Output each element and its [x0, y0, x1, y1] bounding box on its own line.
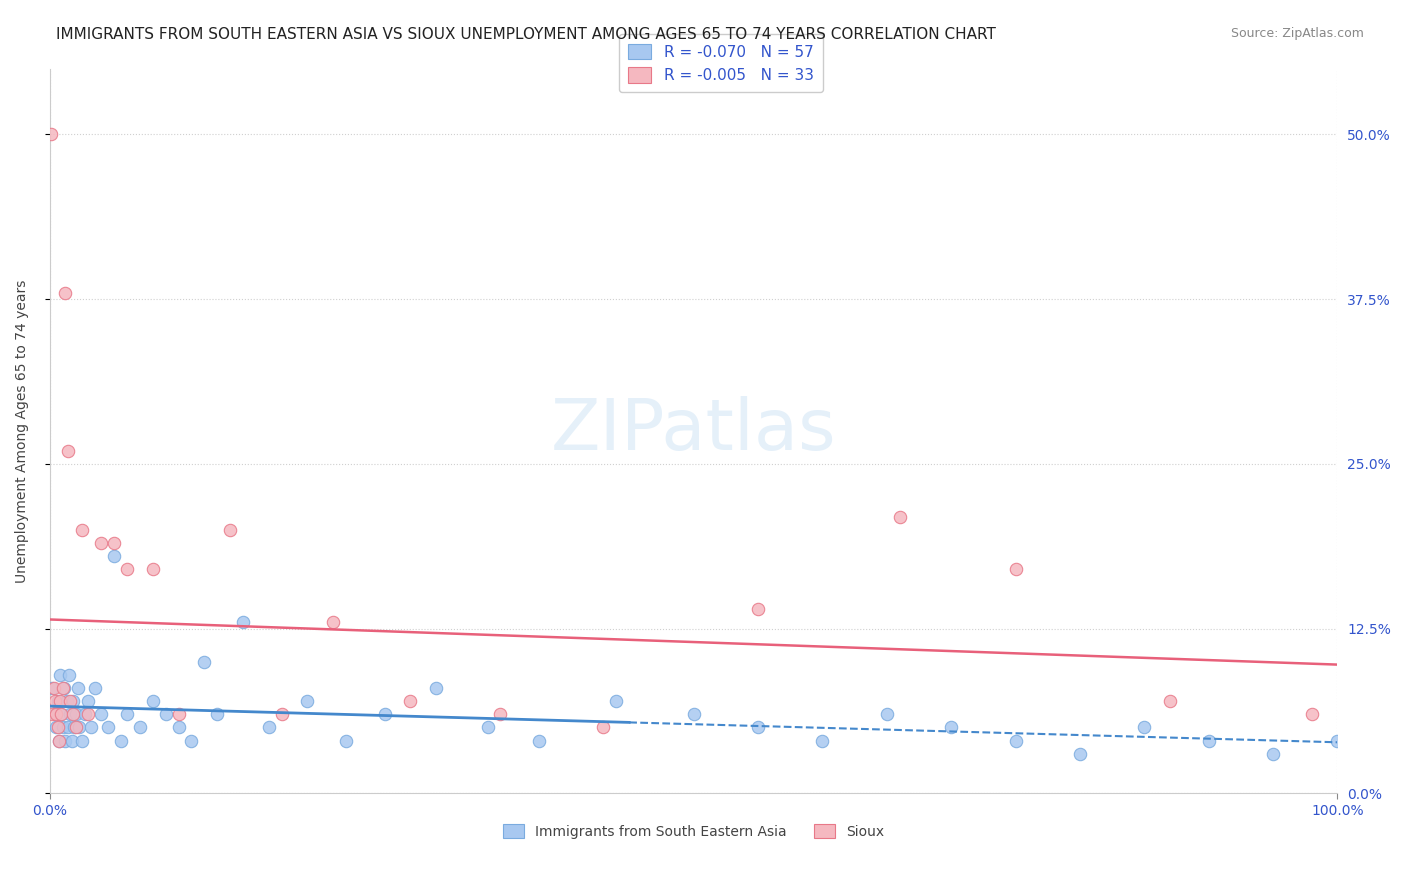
Point [889, 509, 911, 524]
Point [1133, 721, 1156, 735]
Point [374, 707, 396, 722]
Point [489, 707, 512, 722]
Point [42, 681, 65, 695]
Point [1301, 707, 1323, 722]
Point [62, 707, 84, 722]
Point [335, 733, 357, 747]
Point [115, 562, 138, 576]
Point [142, 694, 165, 708]
Point [46, 721, 69, 735]
Point [73, 707, 96, 722]
Point [60, 733, 83, 747]
Point [205, 707, 228, 722]
Point [592, 721, 614, 735]
Point [232, 615, 254, 629]
Point [682, 707, 704, 722]
Text: Source: ZipAtlas.com: Source: ZipAtlas.com [1230, 27, 1364, 40]
Point [41, 707, 63, 722]
Point [129, 721, 152, 735]
Point [70, 523, 93, 537]
Point [45, 707, 67, 722]
Point [44, 707, 66, 722]
Point [48, 733, 70, 747]
Point [811, 733, 834, 747]
Point [70, 733, 93, 747]
Point [110, 733, 132, 747]
Point [1069, 747, 1091, 761]
Point [297, 694, 319, 708]
Point [115, 707, 138, 722]
Point [69, 721, 91, 735]
Point [65, 707, 87, 722]
Point [155, 707, 177, 722]
Point [477, 721, 499, 735]
Point [747, 721, 769, 735]
Text: ZIPatlas: ZIPatlas [551, 396, 837, 466]
Point [59, 694, 82, 708]
Point [39, 128, 62, 142]
Point [56, 721, 79, 735]
Point [257, 721, 280, 735]
Point [67, 681, 90, 695]
Point [77, 694, 100, 708]
Point [41, 681, 63, 695]
Point [1261, 747, 1284, 761]
Point [425, 681, 447, 695]
Point [62, 694, 84, 708]
Point [80, 721, 103, 735]
Point [1004, 733, 1026, 747]
Point [167, 707, 190, 722]
Point [52, 681, 75, 695]
Point [90, 536, 112, 550]
Point [1004, 562, 1026, 576]
Point [63, 721, 86, 735]
Point [1326, 733, 1348, 747]
Point [527, 733, 550, 747]
Point [103, 536, 125, 550]
Point [58, 667, 80, 681]
Point [52, 721, 75, 735]
Point [46, 694, 69, 708]
Point [180, 733, 202, 747]
Point [876, 707, 898, 722]
Point [55, 694, 77, 708]
Point [193, 655, 215, 669]
Point [53, 733, 76, 747]
Point [45, 721, 67, 735]
Point [90, 707, 112, 722]
Point [53, 681, 76, 695]
Text: IMMIGRANTS FROM SOUTH EASTERN ASIA VS SIOUX UNEMPLOYMENT AMONG AGES 65 TO 74 YEA: IMMIGRANTS FROM SOUTH EASTERN ASIA VS SI… [56, 27, 995, 42]
Point [77, 707, 100, 722]
Point [83, 681, 105, 695]
Point [142, 562, 165, 576]
Point [44, 694, 66, 708]
Point [605, 694, 627, 708]
Point [49, 694, 72, 708]
Point [48, 733, 70, 747]
Y-axis label: Unemployment Among Ages 65 to 74 years: Unemployment Among Ages 65 to 74 years [15, 279, 30, 582]
Point [97, 721, 120, 735]
Point [53, 285, 76, 300]
Point [167, 721, 190, 735]
Point [1159, 694, 1181, 708]
Point [49, 667, 72, 681]
Point [103, 549, 125, 563]
Point [219, 523, 242, 537]
Point [747, 602, 769, 616]
Point [1198, 733, 1220, 747]
Point [56, 443, 79, 458]
Point [59, 707, 82, 722]
Point [322, 615, 344, 629]
Point [939, 721, 962, 735]
Point [51, 707, 73, 722]
Legend: Immigrants from South Eastern Asia, Sioux: Immigrants from South Eastern Asia, Siou… [498, 819, 890, 845]
Point [65, 721, 87, 735]
Point [270, 707, 292, 722]
Point [399, 694, 422, 708]
Point [51, 707, 73, 722]
